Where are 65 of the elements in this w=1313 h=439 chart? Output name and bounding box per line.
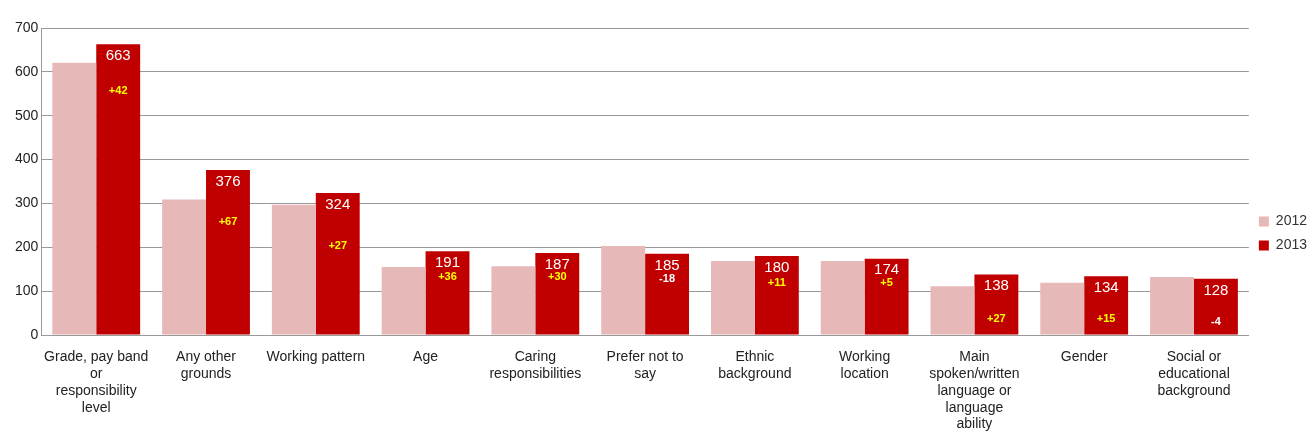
- annotation: +11: [767, 275, 786, 288]
- legend-label: 2013: [1275, 236, 1308, 253]
- annotation: +42: [108, 84, 128, 97]
- bar: [645, 253, 690, 335]
- x-tick-label: Working pattern: [266, 348, 366, 365]
- bar: [1040, 282, 1085, 335]
- data-label: 138: [983, 276, 1009, 294]
- bar: [206, 170, 250, 335]
- bar: [315, 192, 360, 335]
- data-label: 180: [764, 257, 790, 275]
- annotation: +30: [547, 270, 567, 283]
- bar: [425, 251, 470, 335]
- x-tick-label: Social or educational background: [1157, 348, 1231, 398]
- annotation: +27: [328, 238, 348, 251]
- x-tick-label: Ethnic background: [718, 348, 792, 382]
- x-tick-label: Working location: [839, 348, 891, 382]
- x-tick-label: Gender: [1060, 348, 1108, 365]
- bar: [1193, 278, 1238, 335]
- annotation: +67: [218, 215, 238, 228]
- data-label: 128: [1203, 280, 1229, 298]
- data-label: 324: [325, 194, 351, 212]
- annotation: +27: [987, 312, 1006, 325]
- annotation: +5: [880, 275, 893, 288]
- y-tick-label: 200: [15, 238, 39, 255]
- y-tick-label: 600: [15, 62, 39, 79]
- x-tick-label: Age: [413, 348, 439, 365]
- data-label: 376: [215, 171, 241, 189]
- annotation: +15: [1096, 312, 1116, 325]
- y-tick-label: 400: [15, 150, 39, 167]
- y-tick-label: 300: [15, 194, 39, 211]
- data-label: 663: [105, 45, 131, 63]
- data-label: 191: [435, 252, 461, 270]
- bar: [491, 266, 536, 335]
- y-tick-label: 100: [15, 282, 39, 298]
- x-tick-label: Caring responsibilities: [489, 348, 582, 382]
- bar: [52, 62, 97, 335]
- bar: [974, 274, 1019, 335]
- annotation: -18: [659, 272, 676, 285]
- bar: [930, 286, 975, 335]
- x-tick-label: Main spoken/written language or language ability: [929, 348, 1020, 432]
- y-tick-label: 0: [30, 325, 39, 342]
- bar: [535, 252, 580, 335]
- data-label: 174: [874, 260, 900, 278]
- legend-label: 2012: [1275, 212, 1308, 229]
- x-tick-label: Grade, pay band or responsibility level: [44, 348, 149, 415]
- bar: [162, 199, 207, 335]
- bar: [1150, 277, 1194, 335]
- bar: [271, 204, 316, 335]
- data-label: 187: [544, 254, 570, 272]
- bar: [710, 260, 755, 335]
- bar: [96, 44, 141, 335]
- bar: [381, 267, 426, 335]
- annotation: -4: [1211, 314, 1222, 327]
- bar: [1084, 276, 1129, 335]
- x-tick-label: Any other grounds: [176, 348, 237, 382]
- data-label: 185: [654, 255, 680, 273]
- x-tick-label: Prefer not to say: [606, 348, 684, 382]
- y-tick-label: 500: [15, 106, 39, 123]
- bar: [864, 258, 909, 335]
- y-tick-label: 700: [15, 18, 39, 35]
- data-label: 134: [1093, 277, 1119, 295]
- bar: [601, 245, 646, 335]
- annotation: +36: [438, 270, 457, 283]
- bar: [754, 256, 799, 335]
- bar: [820, 260, 865, 335]
